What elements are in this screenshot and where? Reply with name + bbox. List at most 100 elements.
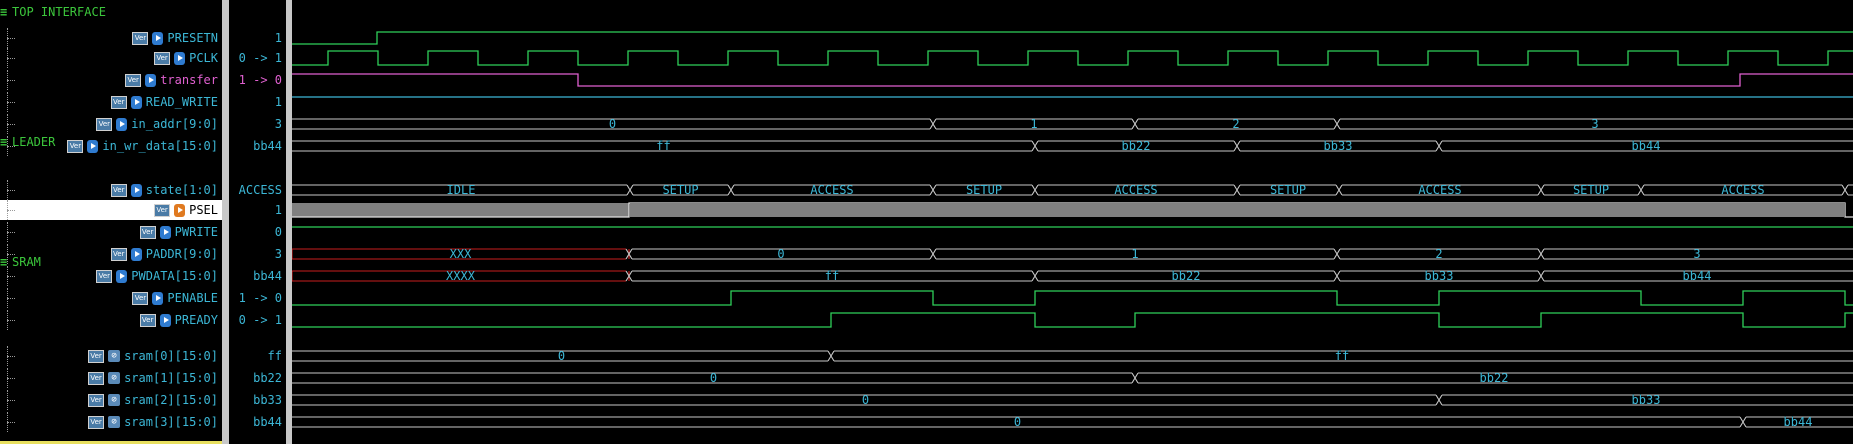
in-wr-data-wave-segment — [292, 140, 1032, 152]
group-top-interface[interactable]: ≡ TOP INTERFACE — [0, 5, 106, 19]
pwdata-wave-label: bb22 — [1172, 269, 1201, 283]
signal-value: 3 — [274, 117, 282, 131]
group-leader[interactable]: ≡ LEADER — [0, 135, 56, 149]
signal-value: 1 — [274, 95, 282, 109]
port-out-icon — [174, 203, 186, 217]
tree-branch — [7, 400, 15, 402]
signal-row[interactable]: Ver ⊘ sram[1][15:0] — [0, 368, 222, 388]
tree-branch — [7, 102, 15, 104]
pane-splitter[interactable] — [286, 0, 292, 444]
in-addr-wave-segment — [936, 118, 1132, 130]
signal-row[interactable]: Ver PRESETN — [0, 28, 222, 48]
collapse-icon[interactable]: ≡ — [0, 5, 8, 19]
state-wave-segment — [734, 184, 930, 196]
tree-branch — [7, 58, 15, 60]
penable-wave — [292, 290, 1853, 306]
signal-row[interactable]: Ver PSEL — [0, 200, 222, 220]
signal-row[interactable]: Ver PADDR[9:0] — [0, 244, 222, 264]
port-in-icon — [145, 73, 157, 87]
in-addr-wave-segment — [292, 118, 930, 130]
sram1-wave-segment — [292, 372, 1132, 384]
signal-value: 0 — [274, 225, 282, 239]
sram1-wave-label: 0 — [710, 371, 717, 385]
port-in-icon — [87, 139, 99, 153]
signal-name: PWRITE — [174, 225, 218, 239]
in-addr-wave-label: 1 — [1030, 117, 1037, 131]
tree-branch — [7, 80, 15, 82]
state-wave-transition — [1637, 184, 1645, 196]
signal-name: sram[2][15:0] — [124, 393, 218, 407]
reg-icon: ⊘ — [108, 350, 121, 362]
in-wr-data-wave-label: ff — [656, 139, 670, 153]
tree-branch — [7, 38, 15, 40]
signal-name-pane: ≡ TOP INTERFACE ≡ LEADER ≡ SRAM Ver PRESETN V… — [0, 0, 222, 444]
tree-branch — [7, 320, 15, 322]
collapse-icon[interactable]: ≡ — [0, 135, 8, 149]
state-wave-segment — [1038, 184, 1234, 196]
in-wr-data-wave-segment — [1240, 140, 1436, 152]
sram0-wave-segment — [834, 350, 1853, 362]
signal-row[interactable]: Ver ⊘ sram[3][15:0] — [0, 412, 222, 432]
tree-branch — [7, 254, 15, 256]
signal-name: sram[3][15:0] — [124, 415, 218, 429]
paddr-wave-segment — [632, 248, 930, 260]
port-in-icon — [159, 313, 171, 327]
paddr-wave-segment — [936, 248, 1334, 260]
signal-row[interactable]: Ver in_wr_data[15:0] — [0, 136, 222, 156]
sram0-wave-label: ff — [1335, 349, 1349, 363]
tree-branch — [7, 146, 15, 148]
port-in-icon — [152, 31, 164, 45]
verilog-icon: Ver — [139, 313, 156, 327]
pane-splitter[interactable] — [222, 0, 229, 444]
signal-row[interactable]: Ver PCLK — [0, 48, 222, 68]
sram3-wave-transition — [1739, 416, 1747, 428]
signal-value: bb44 — [253, 139, 282, 153]
paddr-wave-transition — [1537, 248, 1545, 260]
in-addr-wave-label: 2 — [1232, 117, 1239, 131]
signal-row[interactable]: Ver READ_WRITE — [0, 92, 222, 112]
state-wave-segment — [1240, 184, 1336, 196]
signal-row[interactable]: Ver ⊘ sram[0][15:0] — [0, 346, 222, 366]
state-wave-segment — [1544, 184, 1638, 196]
signal-value: bb22 — [253, 371, 282, 385]
paddr-wave-label: 2 — [1435, 247, 1442, 261]
waveform-canvas[interactable]: 0 1 2 3 ff bb22 bb33 bb44 IDLE SETUP ACCESS SETUP AC… — [292, 0, 1853, 444]
signal-row[interactable]: Ver ⊘ sram[2][15:0] — [0, 390, 222, 410]
signal-row[interactable]: Ver transfer — [0, 70, 222, 90]
in-wr-data-wave-transition — [1233, 140, 1241, 152]
sram1-wave-transition — [1131, 372, 1139, 384]
tree-branch — [7, 190, 15, 192]
signal-row[interactable]: Ver PWRITE — [0, 222, 222, 242]
waveform-pane[interactable]: 0 1 2 3 ff bb22 bb33 bb44 IDLE SETUP ACCESS SETUP AC… — [292, 0, 1853, 444]
sram0-wave-label: 0 — [558, 349, 565, 363]
value-pane: 1 0 -> 1 1 -> 0 1 3 bb44 ACCESS 1 0 3 bb44 1 -> 0 0 … — [229, 0, 286, 444]
in-wr-data-wave-label: bb33 — [1324, 139, 1353, 153]
signal-name: sram[1][15:0] — [124, 371, 218, 385]
signal-row[interactable]: Ver PENABLE — [0, 288, 222, 308]
state-wave-label: IDLE — [447, 183, 476, 197]
reg-icon: ⊘ — [108, 394, 121, 406]
transfer-wave — [292, 73, 1853, 87]
port-in-icon — [130, 183, 142, 197]
group-sram[interactable]: ≡ SRAM — [0, 255, 41, 269]
paddr-wave-label: 3 — [1693, 247, 1700, 261]
in-addr-wave-transition — [1333, 118, 1341, 130]
pwdata-wave-label: bb44 — [1683, 269, 1712, 283]
in-wr-data-wave-label: bb22 — [1122, 139, 1151, 153]
signal-row[interactable]: Ver PREADY — [0, 310, 222, 330]
signal-row[interactable]: Ver in_addr[9:0] — [0, 114, 222, 134]
collapse-icon[interactable]: ≡ — [0, 255, 8, 269]
state-wave-segment — [633, 184, 728, 196]
tree-branch — [7, 276, 15, 278]
sram3-wave-label: 0 — [1014, 415, 1021, 429]
presetn-wave — [292, 31, 1853, 45]
signal-row[interactable]: Ver PWDATA[15:0] — [0, 266, 222, 286]
port-in-icon — [174, 51, 186, 65]
port-in-icon — [152, 291, 164, 305]
verilog-icon: Ver — [96, 117, 113, 131]
paddr-wave-transition — [929, 248, 937, 260]
paddr-wave-transition — [1333, 248, 1341, 260]
pwdata-wave-segment — [1340, 270, 1538, 282]
verilog-icon: Ver — [154, 203, 171, 217]
signal-row[interactable]: Ver state[1:0] — [0, 180, 222, 200]
